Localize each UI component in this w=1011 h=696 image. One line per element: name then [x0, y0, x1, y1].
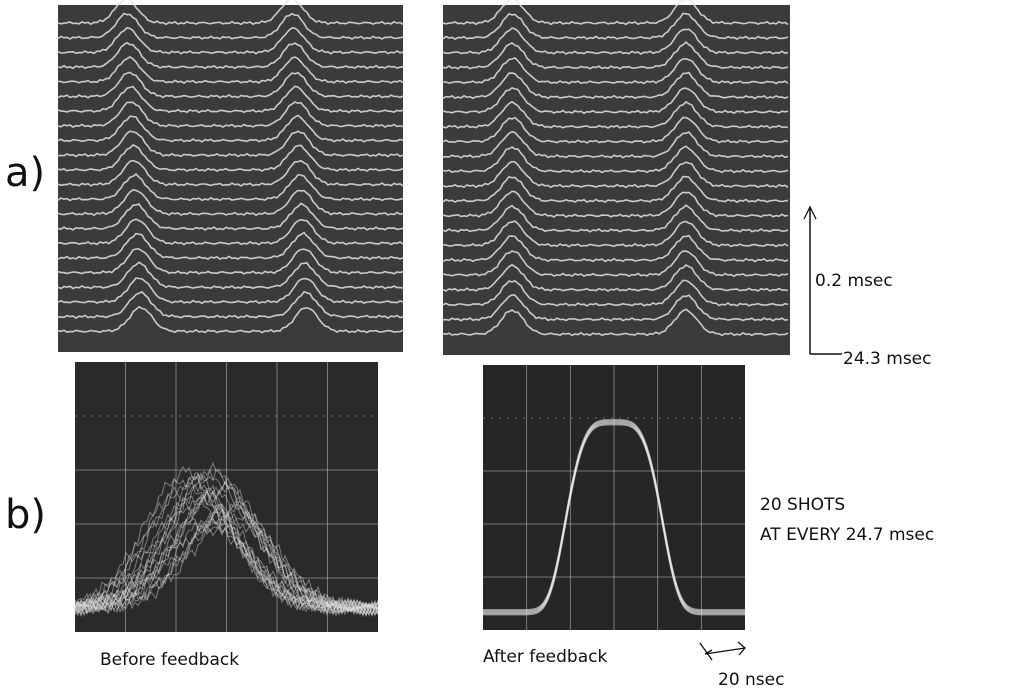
pulse-trace	[74, 493, 379, 616]
trace	[442, 145, 789, 174]
trace	[442, 71, 789, 100]
trace	[57, 189, 404, 217]
pulse-trace	[74, 510, 379, 616]
pulse-trace	[483, 423, 745, 616]
trace	[57, 0, 404, 26]
trace	[57, 55, 404, 85]
trace	[57, 218, 404, 246]
pulse-trace	[74, 512, 379, 618]
trace	[442, 87, 789, 115]
trace	[57, 143, 404, 173]
trace	[442, 130, 789, 159]
time-arrow	[699, 641, 746, 661]
trace	[57, 26, 404, 55]
trace	[442, 100, 789, 130]
trace	[442, 250, 789, 278]
trace	[442, 0, 789, 26]
pulse-trace	[74, 502, 379, 617]
trace	[442, 41, 789, 70]
trace	[57, 248, 404, 275]
trace	[442, 279, 789, 307]
pulse-trace	[74, 485, 379, 617]
caption-before: Before feedback	[100, 650, 239, 670]
trace	[442, 308, 789, 337]
scale-period: 0.2 msec	[815, 271, 893, 291]
trace	[442, 263, 789, 293]
trace	[57, 101, 404, 129]
trace	[57, 12, 404, 40]
pulse-trace	[74, 488, 379, 617]
trace	[442, 116, 789, 144]
trace	[57, 305, 404, 334]
scale-time: 24.3 msec	[843, 349, 931, 369]
pulse-trace	[74, 500, 379, 617]
pulse-trace	[74, 515, 379, 617]
trace	[57, 159, 404, 187]
shots-line1: 20 SHOTS	[760, 495, 845, 515]
trace	[442, 175, 789, 204]
pulse-trace	[74, 480, 379, 616]
scope-photo-a-after	[443, 5, 790, 355]
pulse-trace	[74, 490, 379, 616]
trace	[57, 173, 404, 202]
trace	[57, 114, 404, 143]
trace	[57, 85, 404, 114]
trace	[442, 234, 789, 263]
trace	[443, 56, 789, 85]
row-label-a: a)	[5, 150, 45, 196]
trace	[57, 71, 404, 99]
trace	[57, 130, 404, 158]
trace	[442, 190, 789, 218]
row-label-b: b)	[5, 492, 46, 538]
trace	[57, 202, 404, 231]
trace	[57, 261, 404, 290]
pulse-trace	[74, 469, 379, 616]
trace	[442, 220, 789, 248]
arrow-head	[803, 205, 817, 220]
pulse-trace	[74, 474, 379, 616]
trace	[57, 277, 404, 305]
pulse-trace	[74, 461, 379, 618]
pulse-trace	[74, 523, 379, 617]
pulse-trace	[74, 468, 379, 617]
pulse-trace	[74, 512, 379, 618]
shots-line2: AT EVERY 24.7 msec	[760, 525, 934, 545]
scope-photo-a-before	[58, 5, 403, 352]
pulse-trace	[74, 475, 379, 617]
trace	[442, 12, 789, 41]
pulse-trace	[74, 493, 379, 616]
pulse-trace	[74, 481, 379, 617]
traces	[57, 0, 789, 632]
trace	[442, 160, 789, 189]
trace	[57, 290, 404, 319]
trace	[57, 231, 404, 261]
pulse-trace	[74, 465, 379, 617]
caption-after: After feedback	[483, 647, 607, 667]
trace	[442, 204, 789, 233]
trace	[442, 27, 789, 55]
trace	[442, 294, 789, 322]
pulse-trace	[483, 420, 745, 613]
pulse-trace	[483, 422, 745, 614]
pulse-trace	[483, 419, 745, 611]
trace	[57, 41, 404, 70]
time-scale: 20 nsec	[718, 670, 784, 690]
